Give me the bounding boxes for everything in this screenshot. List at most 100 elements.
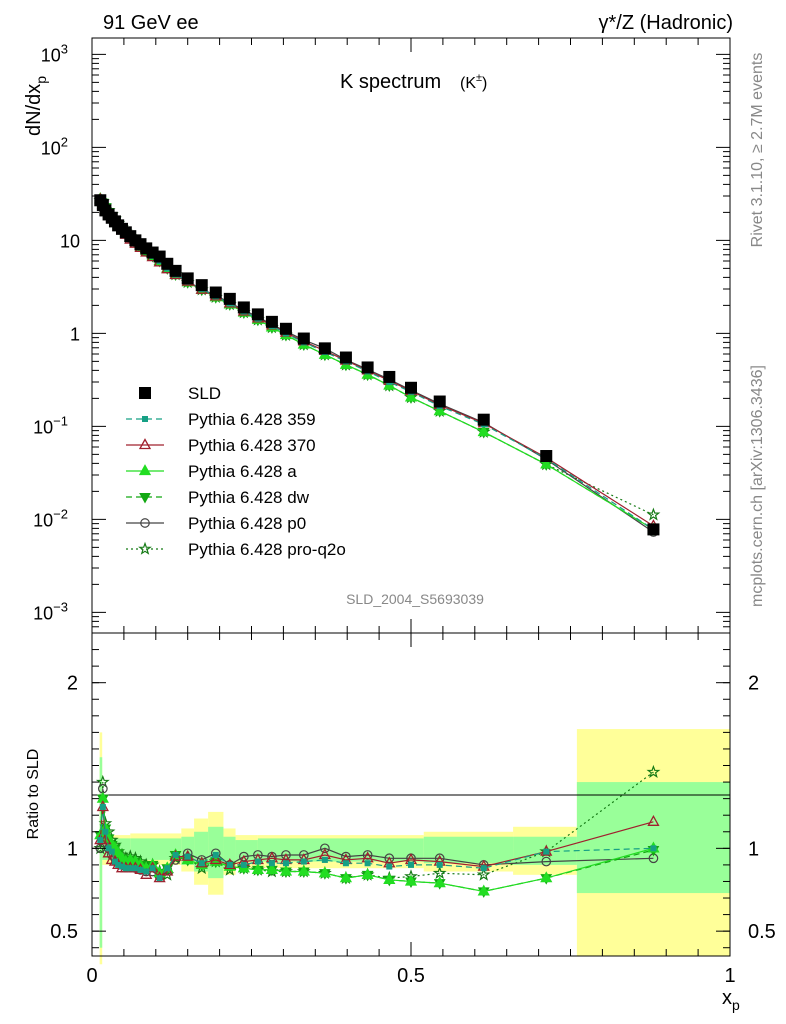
series-line: [99, 198, 654, 530]
chart-title: K spectrum: [340, 71, 441, 93]
ratio-point: [342, 860, 349, 867]
ratio-point: [251, 863, 264, 875]
ratio-point: [281, 850, 291, 860]
ratio-point: [404, 874, 418, 886]
y-tick-base: 10: [41, 138, 61, 158]
legend-entry: Pythia 6.428 370: [126, 436, 316, 455]
data-point: [477, 413, 490, 426]
ratio-axis-ticks: 0.5 0.5 1 1 2 2 0 0.5 1: [50, 633, 776, 987]
legend-entry: Pythia 6.428 a: [126, 462, 297, 481]
ratio-point: [111, 858, 118, 865]
ratio-y-label: Ratio to SLD: [25, 749, 42, 840]
ratio-point: [408, 861, 414, 868]
legend-marker: [138, 438, 152, 450]
y-tick-base: 1: [70, 324, 80, 344]
ratio-pythia-6-428-359: [97, 803, 657, 882]
ratio-point: [198, 860, 205, 867]
series-pythia-6-428-dw: [94, 194, 660, 536]
ratio-point: [476, 867, 491, 881]
legend-label: Pythia 6.428 370: [188, 436, 316, 455]
data-point: [279, 322, 292, 335]
ratio-point: [433, 876, 446, 888]
data-point: [318, 342, 331, 355]
ratio-point: [226, 861, 233, 868]
legend-label: Pythia 6.428 a: [188, 462, 297, 481]
series-pythia-6-428-p0: [95, 193, 659, 537]
uncertainty-bands: [99, 729, 730, 965]
data-point: [265, 315, 278, 328]
data-point: [540, 457, 553, 469]
ratio-point: [318, 866, 331, 878]
chart-title-sup: ±: [476, 72, 482, 84]
legend-entry: Pythia 6.428 pro-q2o: [126, 540, 346, 559]
y-tick-label: 10−1: [33, 413, 68, 437]
ratio-point: [238, 851, 249, 862]
ratio-y-tick-label-right: 0.5: [748, 921, 776, 943]
ratio-point: [647, 814, 660, 826]
x-tick-label: 1: [724, 965, 735, 987]
main-series: [93, 191, 661, 537]
ratio-point: [543, 848, 550, 855]
ratio-point: [254, 858, 261, 865]
data-point: [540, 450, 553, 463]
legend-entry: SLD: [139, 384, 221, 403]
data-point: [433, 395, 446, 408]
ratio-panel: 0.5 0.5 1 1 2 2 0 0.5 1 Ratio to SLD xp: [25, 632, 776, 1013]
ratio-frame: [91, 632, 731, 957]
series-pythia-6-428-pro-q2o: [93, 193, 661, 521]
stat-uncertainty-band: [223, 836, 236, 869]
data-point: [195, 279, 208, 292]
x-axis-label-sub: p: [732, 997, 740, 1013]
ratio-point: [102, 828, 109, 835]
ratio-point: [297, 864, 310, 876]
data-point: [237, 301, 250, 314]
series-line: [99, 198, 654, 530]
y-tick-base: 10: [41, 45, 61, 65]
data-point: [405, 381, 417, 394]
ratio-point: [339, 871, 353, 883]
data-point: [297, 332, 310, 345]
legend-label: Pythia 6.428 dw: [188, 488, 310, 507]
legend-label: Pythia 6.428 pro-q2o: [188, 540, 346, 559]
x-tick-label: 0.5: [397, 965, 425, 987]
data-point: [339, 351, 352, 364]
ratio-point: [132, 865, 139, 872]
ratio-point: [477, 884, 490, 896]
ratio-point: [540, 871, 553, 883]
legend-entry: Pythia 6.428 p0: [126, 514, 306, 533]
ratio-series: [93, 764, 661, 898]
ratio-point: [646, 764, 661, 779]
y-axis-label-main: dN/dx: [23, 84, 45, 136]
ratio-point: [184, 853, 191, 860]
legend-entry: Pythia 6.428 dw: [126, 488, 310, 507]
y-tick-exp: −3: [53, 599, 68, 614]
ratio-point: [436, 861, 443, 868]
y-tick-base: 10: [33, 417, 53, 437]
ratio-point: [212, 851, 219, 858]
y-tick-base: 10: [33, 510, 53, 530]
side-label-bottom: mcplots.cern.ch [arXiv:1306.3436]: [749, 365, 766, 607]
series-line: [99, 198, 654, 533]
ratio-point: [650, 845, 657, 852]
ratio-point: [209, 853, 222, 865]
legend: SLD Pythia 6.428 359 Pythia 6.428 370 Pythi…: [126, 384, 346, 559]
ratio-point: [364, 860, 371, 867]
ratio-point: [240, 861, 247, 868]
series-sld: [94, 194, 660, 536]
legend-marker: [139, 387, 151, 399]
y-tick-exp: 2: [61, 134, 68, 149]
ratio-point: [541, 856, 552, 867]
ratio-point: [97, 837, 104, 844]
chart-title-suffix: (K±): [460, 72, 487, 92]
series-pythia-6-428-a: [94, 191, 660, 534]
analysis-watermark: SLD_2004_S5693039: [346, 591, 484, 607]
ratio-point: [164, 865, 171, 872]
y-tick-exp: −1: [53, 413, 68, 428]
data-point: [223, 292, 236, 305]
data-point: [251, 308, 264, 321]
y-tick-label: 102: [41, 134, 68, 158]
x-tick-label: 0: [86, 965, 97, 987]
ratio-point: [115, 861, 122, 868]
